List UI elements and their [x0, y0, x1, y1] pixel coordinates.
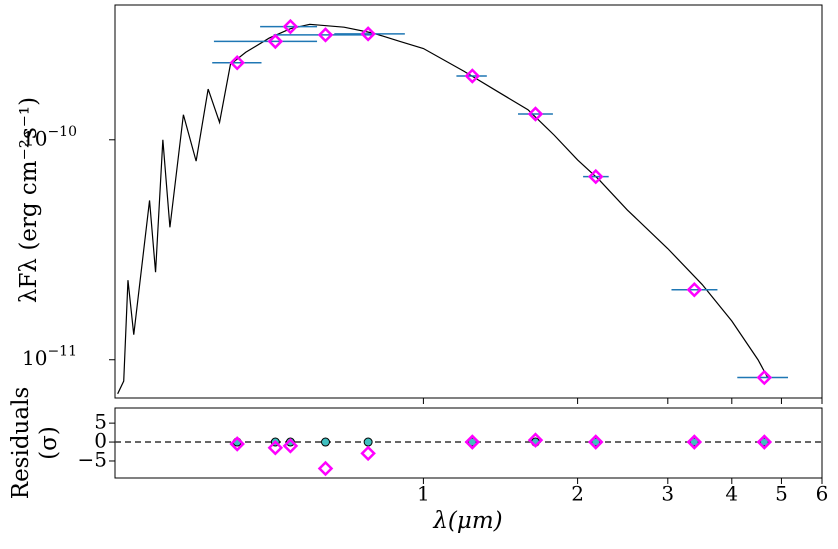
x-tick-label: 3	[661, 482, 674, 506]
data-point	[587, 434, 604, 450]
model-point	[285, 437, 295, 447]
data-point	[229, 436, 245, 452]
data-point	[464, 434, 481, 450]
model-point	[759, 437, 769, 447]
data-point	[360, 26, 376, 42]
x-tick-label: 5	[775, 482, 788, 506]
x-axis-label: λ(μm)	[432, 508, 502, 534]
data-point	[587, 168, 604, 185]
x-tick-label: 4	[725, 482, 738, 506]
data-point	[686, 434, 703, 450]
y-axis-label: λFλ (erg cm⁻²s⁻¹)	[16, 97, 42, 303]
x-tick-label: 1	[417, 482, 430, 506]
data-point	[756, 434, 773, 450]
model-point	[591, 437, 601, 447]
model-point	[689, 437, 699, 447]
data-point	[229, 54, 245, 71]
bottom-frame	[114, 407, 823, 479]
data-point	[464, 68, 481, 84]
y-axis-label: Residuals	[8, 387, 34, 500]
data-point	[317, 27, 334, 43]
data-point	[756, 369, 773, 386]
data-point	[527, 432, 544, 448]
y-axis-label: (σ)	[36, 426, 62, 460]
data-point	[282, 18, 299, 35]
data-point	[282, 438, 299, 454]
model-point	[321, 437, 331, 447]
data-point	[360, 445, 376, 462]
y-tick-label: −5	[78, 447, 107, 471]
y-tick-label: 10−11	[22, 344, 77, 371]
y-tick-exponent: −10	[47, 124, 77, 140]
y-tick-label: 10−10	[22, 124, 77, 151]
y-tick-label: 0	[94, 429, 107, 453]
data-point	[267, 33, 284, 50]
data-point	[527, 106, 544, 122]
model-point	[363, 437, 373, 447]
data-point	[686, 282, 703, 298]
top-frame	[114, 4, 823, 399]
y-tick-label: 5	[94, 410, 107, 434]
model-spectrum	[117, 23, 769, 395]
x-tick-label: 2	[571, 482, 584, 506]
data-point	[317, 460, 334, 477]
x-tick-label: 6	[816, 482, 829, 506]
data-point	[267, 439, 284, 456]
model-point	[467, 437, 477, 447]
y-tick-exponent: −11	[47, 344, 77, 360]
